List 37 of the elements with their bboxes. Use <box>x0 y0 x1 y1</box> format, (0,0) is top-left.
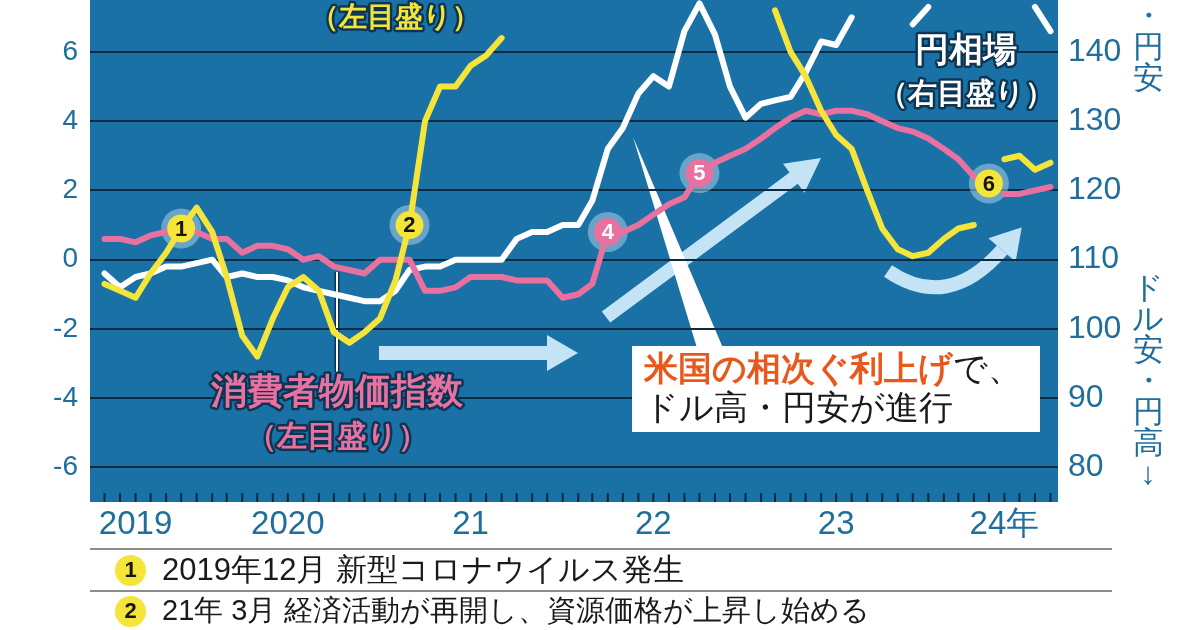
annotation: ドル高・円安が進行 <box>644 388 953 426</box>
annotation: 5 <box>693 160 706 186</box>
x-tick-label: 24年 <box>969 503 1040 541</box>
x-tick-label: 23 <box>817 503 855 541</box>
annotation: で、 <box>953 349 1022 387</box>
y2-axis-title: ドル安・円高↓ <box>1131 270 1165 491</box>
y2-tick-label: 100 <box>1068 308 1122 345</box>
annotation: 4 <box>601 219 615 245</box>
y2-tick-label: 130 <box>1068 101 1122 137</box>
y2-tick-label: 80 <box>1068 447 1104 484</box>
y-tick-label: -6 <box>53 450 78 482</box>
x-tick-label: 2019 <box>98 503 173 541</box>
annotation: 1 <box>175 215 188 241</box>
annotation: 米国の相次ぐ利上げ <box>644 349 953 387</box>
series-label: 円相場（右目盛り） <box>878 30 1054 109</box>
text: ・円安 <box>1131 0 1165 95</box>
series-label: （左目盛り） <box>310 0 480 32</box>
y2-tick-label: 120 <box>1068 170 1122 207</box>
text: 2 <box>124 598 137 623</box>
y2-tick-label: 110 <box>1068 239 1120 276</box>
y-tick-label: 2 <box>62 173 78 205</box>
y2-tick-label: 140 <box>1068 31 1122 68</box>
y-tick-label: 6 <box>62 34 78 66</box>
text: 2019年12月 新型コロナウイルス発生 <box>162 551 685 589</box>
text: 21年 3月 経済活動が再開し、資源価格が上昇し始める <box>162 593 871 628</box>
y-tick-label: -4 <box>53 380 78 412</box>
x-tick-label: 22 <box>635 503 672 541</box>
x-tick-label: 21 <box>452 503 489 541</box>
annotation: 2 <box>403 212 416 238</box>
y-tick-label: -2 <box>53 311 78 343</box>
x-tick-label: 2020 <box>251 503 325 541</box>
text: 消費者物価指数（左目盛り） <box>210 369 464 453</box>
y-tick-label: 4 <box>62 103 78 135</box>
annotation: 6 <box>982 170 996 196</box>
y2-tick-label: 90 <box>1068 377 1104 414</box>
text: 1 <box>124 557 137 582</box>
y-tick-label: 0 <box>62 242 78 274</box>
